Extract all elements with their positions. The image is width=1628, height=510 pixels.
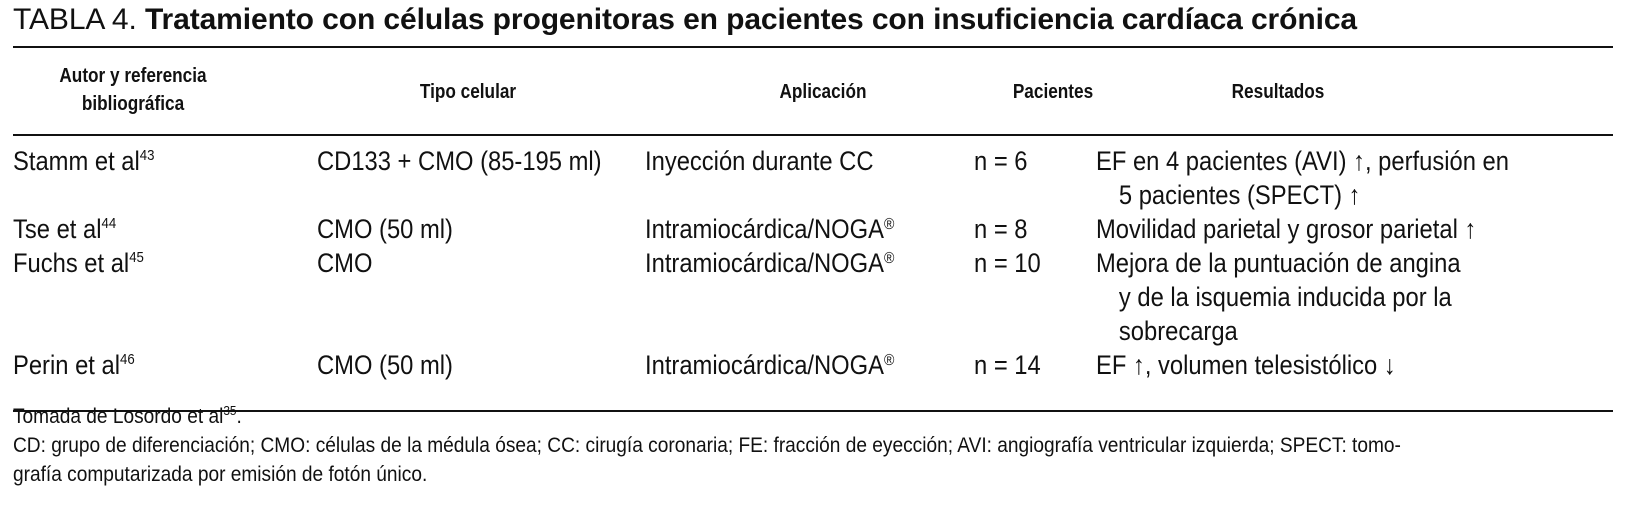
bottom-rule (13, 410, 1613, 412)
row1-resultados: EF en 4 pacientes (AVI) ↑, perfusión en … (1096, 144, 1562, 212)
header-tipo: Tipo celular (419, 81, 517, 103)
top-rule (13, 46, 1613, 48)
header-autor-line2: bibliográfica (81, 93, 185, 115)
header-resultados: Resultados (1231, 81, 1325, 103)
row3-resultados-line1: Mejora de la puntuación de angina (1096, 248, 1461, 278)
row4-ref: 46 (119, 351, 135, 368)
row3-pacientes: n = 10 (974, 248, 1041, 278)
row3-ref: 45 (129, 249, 144, 266)
row4-tipo: CMO (50 ml) (317, 350, 453, 380)
header-aplicacion: Aplicación (779, 81, 867, 103)
table-number: TABLA 4. (13, 3, 137, 36)
header-autor: Autor y referencia bibliográfica (30, 62, 236, 118)
row4-resultados-line1: EF ↑, volumen telesistólico ↓ (1096, 350, 1396, 380)
header-pacientes: Pacientes (1012, 81, 1094, 103)
row3-resultados: Mejora de la puntuación de angina y de l… (1096, 246, 1562, 348)
row1-tipo: CD133 + CMO (85-195 ml) (317, 146, 602, 176)
row1-resultados-line1: EF en 4 pacientes (AVI) ↑, perfusión en (1096, 146, 1509, 176)
header-rule (13, 134, 1613, 136)
row2-pacientes: n = 8 (974, 214, 1028, 244)
row3-resultados-line3: sobrecarga (1118, 316, 1238, 346)
row2-tipo: CMO (50 ml) (317, 214, 453, 244)
table-title: TABLA 4. Tratamiento con células progeni… (13, 2, 1357, 38)
header-autor-line1: Autor y referencia (59, 65, 207, 87)
row3-aplicacion: Intramiocárdica/NOGA® (645, 248, 895, 278)
row4-aplicacion: Intramiocárdica/NOGA® (645, 350, 895, 380)
row1-pacientes: n = 6 (974, 146, 1028, 176)
row1-ref: 43 (139, 147, 155, 164)
row2-ref: 44 (101, 215, 117, 232)
row3-resultados-line2: y de la isquemia inducida por la (1118, 282, 1452, 312)
row1-resultados-line2: 5 pacientes (SPECT) ↑ (1118, 180, 1361, 210)
row2-resultados-line1: Movilidad parietal y grosor parietal ↑ (1096, 214, 1477, 244)
table-caption: Tratamiento con células progenitoras en … (144, 3, 1357, 36)
row3-autor: Fuchs et al45 (13, 248, 144, 278)
row2-autor: Tse et al44 (13, 214, 117, 244)
row2-resultados: Movilidad parietal y grosor parietal ↑ (1096, 212, 1562, 246)
row4-resultados: EF ↑, volumen telesistólico ↓ (1096, 348, 1562, 382)
row3-tipo: CMO (317, 248, 373, 278)
row4-pacientes: n = 14 (974, 350, 1041, 380)
footnote-source: Tomada de Losordo et al35. (13, 403, 242, 428)
footnote-abbreviations-line1: CD: grupo de diferenciación; CMO: célula… (13, 434, 1401, 457)
row1-autor: Stamm et al43 (13, 146, 155, 176)
row2-aplicacion: Intramiocárdica/NOGA® (645, 214, 895, 244)
footnote-abbreviations-line2: grafía computarizada por emisión de fotó… (13, 463, 428, 486)
row4-autor: Perin et al46 (13, 350, 135, 380)
row1-aplicacion: Inyección durante CC (645, 146, 874, 176)
